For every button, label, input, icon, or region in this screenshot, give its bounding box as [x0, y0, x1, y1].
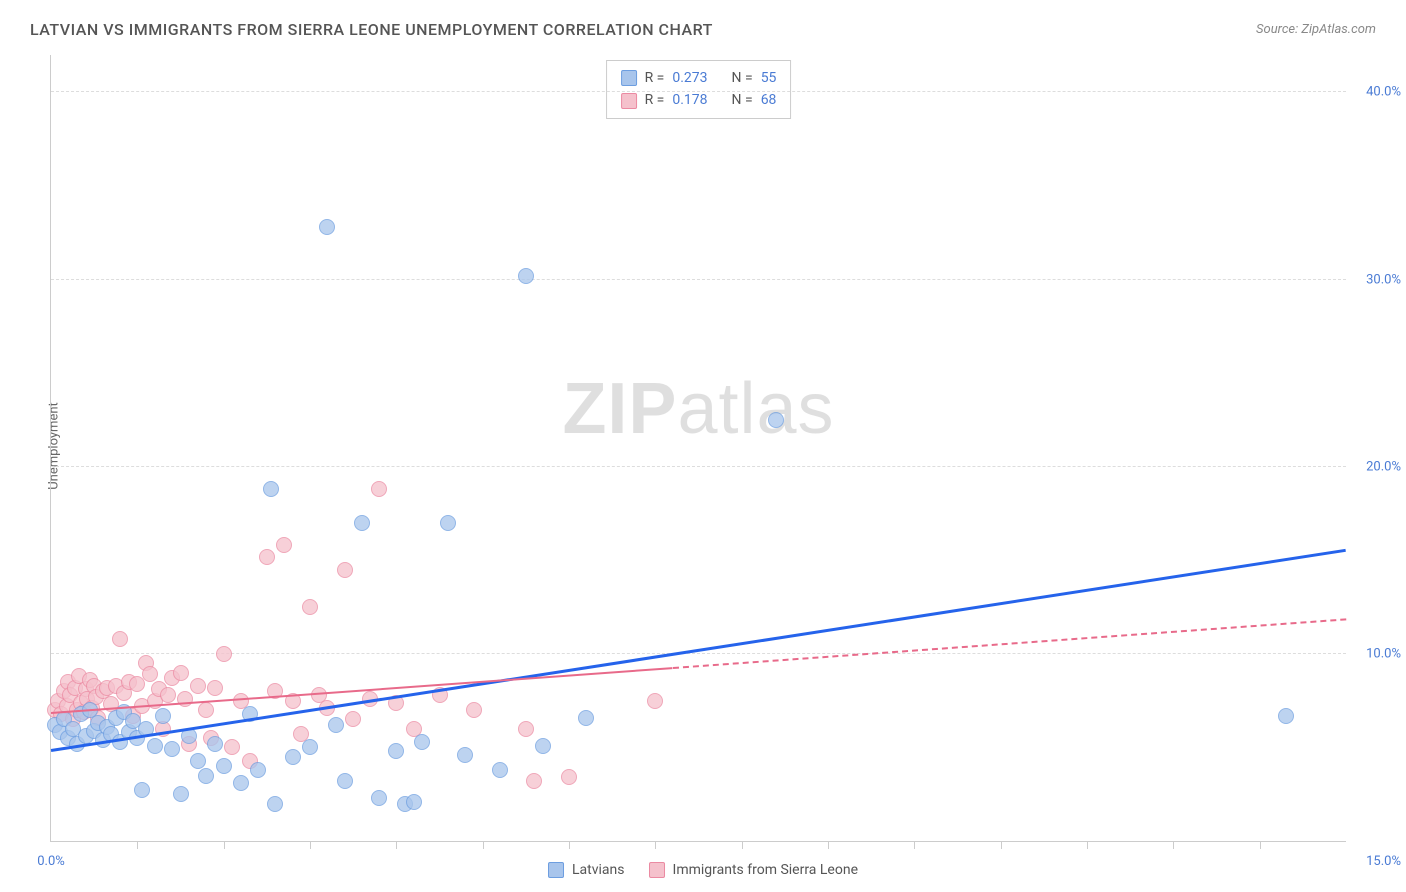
data-point [155, 708, 171, 724]
y-tick-label: 20.0% [1366, 459, 1401, 474]
watermark: ZIPatlas [562, 368, 834, 450]
data-point [371, 481, 387, 497]
data-point [198, 702, 214, 718]
gridline [51, 466, 1346, 467]
data-point [561, 769, 577, 785]
data-point [328, 717, 344, 733]
data-point [164, 741, 180, 757]
chart-header: LATVIAN VS IMMIGRANTS FROM SIERRA LEONE … [0, 0, 1406, 47]
swatch-sierra-leone [621, 93, 637, 109]
series-legend: Latvians Immigrants from Sierra Leone [548, 862, 858, 878]
data-point [207, 680, 223, 696]
data-point [518, 721, 534, 737]
data-point [224, 739, 240, 755]
gridline [51, 91, 1346, 92]
swatch-sierra-leone [649, 862, 665, 878]
data-point [345, 711, 361, 727]
data-point [190, 678, 206, 694]
data-point [190, 753, 206, 769]
data-point [354, 515, 370, 531]
n-value-latvians: 55 [761, 67, 777, 89]
data-point [768, 412, 784, 428]
r-value-sierra-leone: 0.178 [672, 89, 707, 111]
data-point [518, 268, 534, 284]
x-tick [828, 841, 829, 849]
data-point [371, 790, 387, 806]
data-point [578, 710, 594, 726]
data-point [414, 734, 430, 750]
x-tick [483, 841, 484, 849]
x-tick [310, 841, 311, 849]
data-point [526, 773, 542, 789]
x-tick [569, 841, 570, 849]
data-point [466, 702, 482, 718]
data-point [216, 758, 232, 774]
swatch-latvians [548, 862, 564, 878]
data-point [142, 666, 158, 682]
trend-line [51, 548, 1346, 751]
data-point [233, 775, 249, 791]
data-point [302, 739, 318, 755]
data-point [147, 738, 163, 754]
data-point [337, 773, 353, 789]
data-point [492, 762, 508, 778]
data-point [112, 631, 128, 647]
data-point [259, 549, 275, 565]
data-point [647, 693, 663, 709]
data-point [276, 537, 292, 553]
y-tick-label: 30.0% [1366, 272, 1401, 287]
data-point [319, 219, 335, 235]
x-tick [224, 841, 225, 849]
data-point [457, 747, 473, 763]
legend-row-latvians: R = 0.273 N = 55 [621, 67, 777, 89]
gridline [51, 653, 1346, 654]
correlation-legend: R = 0.273 N = 55 R = 0.178 N = 68 [606, 60, 792, 119]
x-tick [137, 841, 138, 849]
x-tick-label: 15.0% [1366, 854, 1401, 869]
data-point [535, 738, 551, 754]
x-tick [655, 841, 656, 849]
data-point [173, 665, 189, 681]
data-point [440, 515, 456, 531]
data-point [263, 481, 279, 497]
data-point [250, 762, 266, 778]
x-tick [1173, 841, 1174, 849]
data-point [1278, 708, 1294, 724]
data-point [267, 796, 283, 812]
n-value-sierra-leone: 68 [761, 89, 777, 111]
legend-item-latvians: Latvians [548, 862, 625, 878]
chart-title: LATVIAN VS IMMIGRANTS FROM SIERRA LEONE … [30, 20, 713, 39]
data-point [173, 786, 189, 802]
data-point [406, 794, 422, 810]
data-point [216, 646, 232, 662]
legend-item-sierra-leone: Immigrants from Sierra Leone [649, 862, 858, 878]
trend-line [673, 618, 1347, 669]
y-tick-label: 40.0% [1366, 85, 1401, 100]
x-tick [1087, 841, 1088, 849]
data-point [302, 599, 318, 615]
data-point [207, 736, 223, 752]
x-tick [1001, 841, 1002, 849]
y-tick-label: 10.0% [1366, 646, 1401, 661]
x-tick [742, 841, 743, 849]
x-tick [1260, 841, 1261, 849]
r-value-latvians: 0.273 [672, 67, 707, 89]
gridline [51, 279, 1346, 280]
data-point [337, 562, 353, 578]
source-attribution: Source: ZipAtlas.com [1256, 22, 1376, 37]
data-point [160, 687, 176, 703]
data-point [134, 782, 150, 798]
x-tick [396, 841, 397, 849]
data-point [285, 749, 301, 765]
legend-row-sierra-leone: R = 0.178 N = 68 [621, 89, 777, 111]
x-tick-label: 0.0% [37, 854, 65, 869]
x-tick [914, 841, 915, 849]
data-point [388, 743, 404, 759]
scatter-chart: ZIPatlas R = 0.273 N = 55 R = 0.178 N = … [50, 55, 1346, 842]
swatch-latvians [621, 70, 637, 86]
data-point [198, 768, 214, 784]
